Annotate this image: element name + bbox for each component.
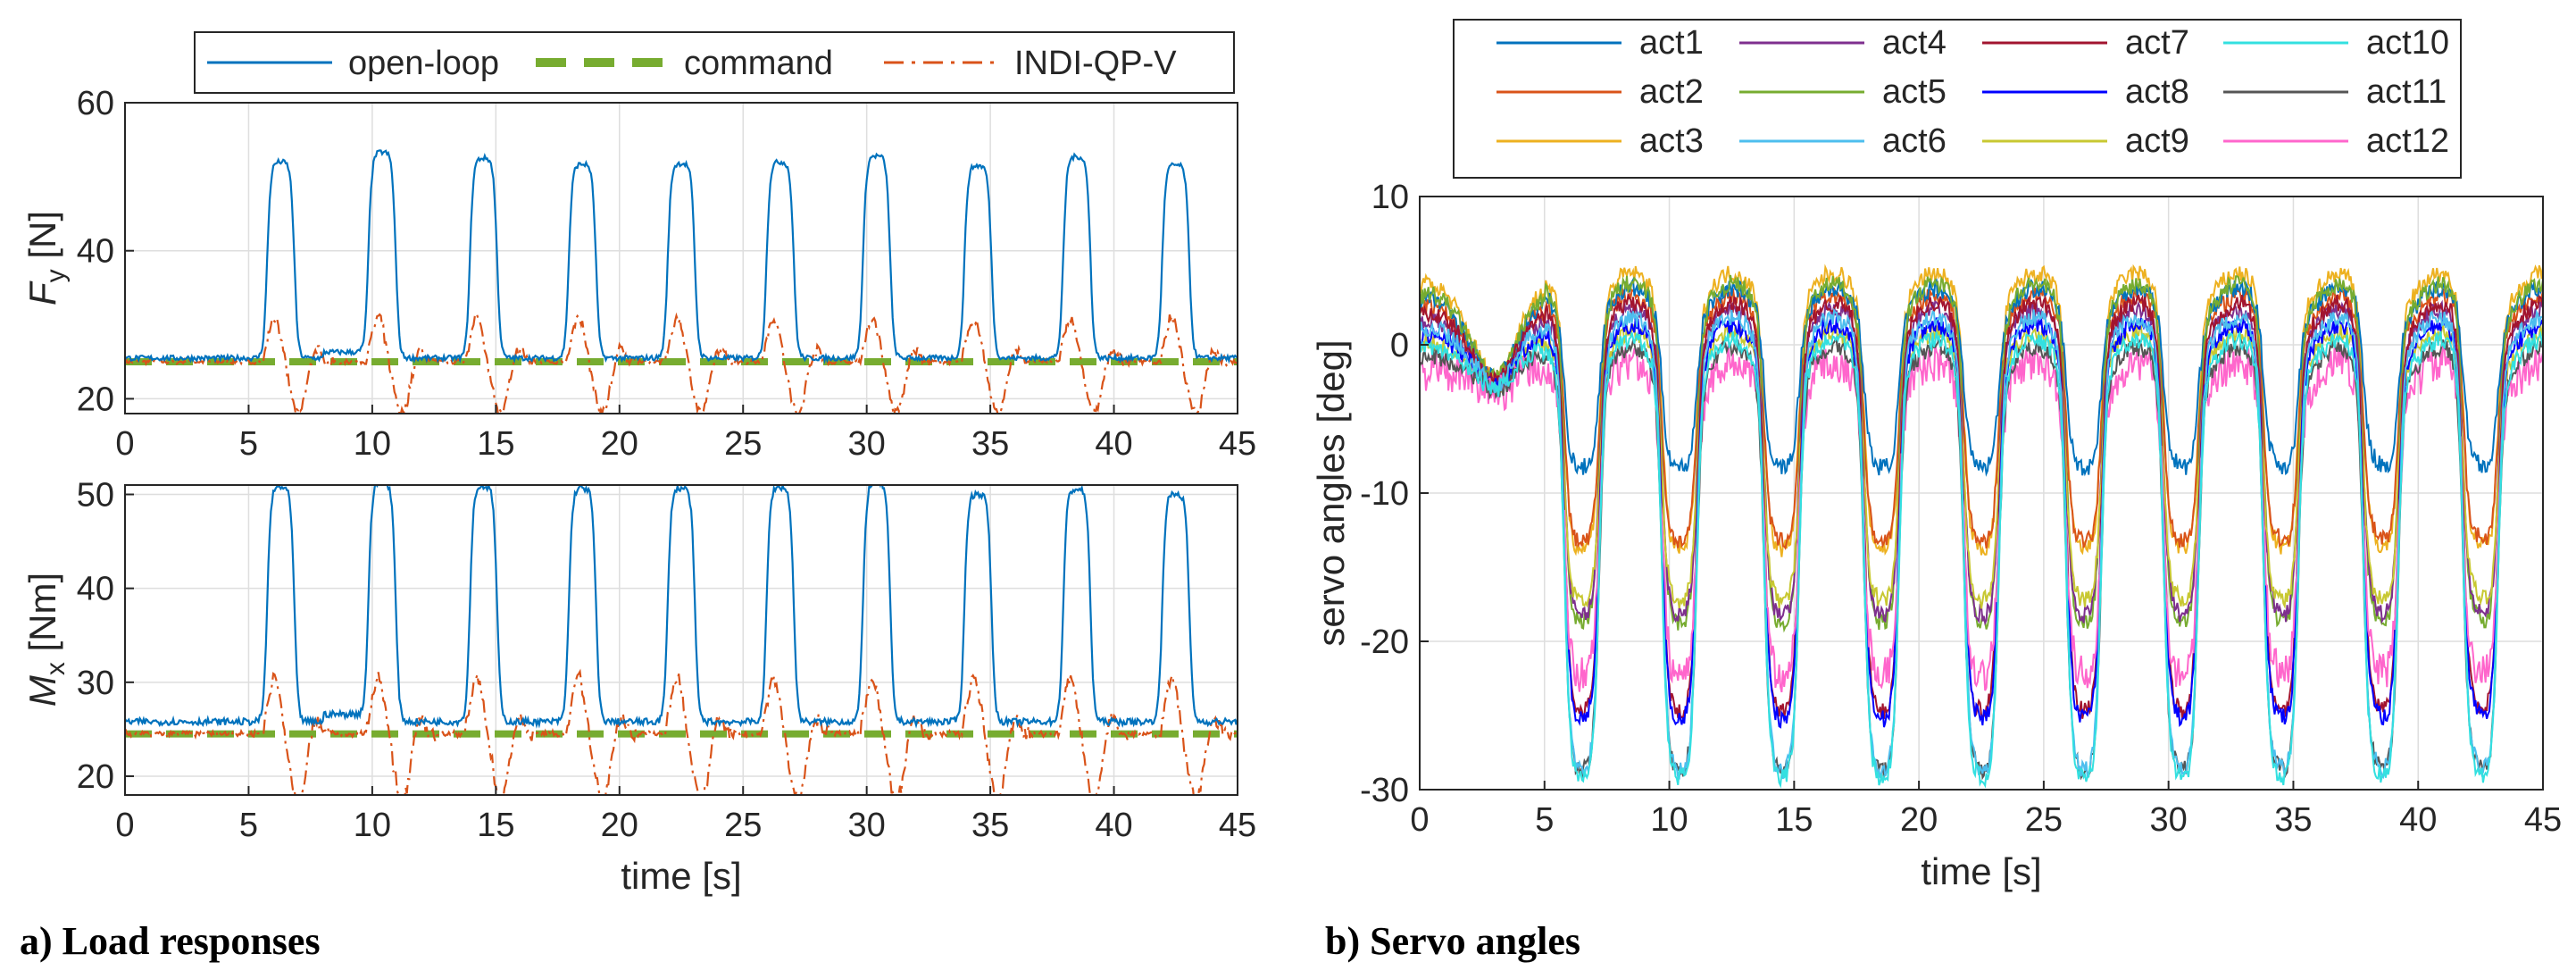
tick-label-x: 40 — [1095, 425, 1132, 463]
series-act1-line — [1420, 276, 2543, 477]
tick-label-y: 20 — [77, 381, 114, 418]
ylabel-a-bottom: Mx [Nm] — [21, 573, 71, 707]
tick-label-x: 35 — [2274, 801, 2312, 839]
legend-label-act5: act5 — [1882, 73, 1947, 111]
tick-label-y: 60 — [77, 85, 114, 122]
plot-b: 0 5 10 15 20 25 30 35 40 45 10 0 -10 -20 -30 servo ang… — [1310, 179, 2562, 892]
legend-label-act6: act6 — [1882, 122, 1947, 160]
caption-a: a) Load responses — [20, 919, 321, 963]
tick-label-x: 45 — [1219, 425, 1256, 463]
plot-a-top: 0 5 10 15 20 25 30 35 40 45 20 40 60 Fy [N] — [21, 85, 1256, 463]
axes-box-a-bottom — [124, 484, 1238, 796]
series-b — [1420, 264, 2543, 789]
series-act6-line — [1420, 307, 2543, 780]
tick-label-x: 15 — [477, 807, 514, 844]
tick-label-x: 0 — [115, 807, 134, 844]
series-act2-line — [1420, 284, 2543, 550]
legend-label-act10: act10 — [2366, 24, 2449, 62]
tick-label-x: 20 — [601, 807, 638, 844]
legend-label-act7: act7 — [2125, 24, 2189, 62]
series-act10-line — [1420, 330, 2543, 789]
tick-label-x: 0 — [115, 425, 134, 463]
tick-label-y: 0 — [1390, 327, 1409, 364]
tick-label-y: 40 — [77, 571, 114, 608]
ylabel-a-top: Fy [N] — [21, 211, 71, 305]
tick-label-y: -10 — [1360, 475, 1409, 513]
tick-label-x: 20 — [601, 425, 638, 463]
tick-label-y: 40 — [77, 233, 114, 271]
legend-b: act1 act4 act7 act10 act2 act5 act8 act11 act3 ac… — [1453, 19, 2462, 179]
ticks-a-bottom: 0 5 10 15 20 25 30 35 40 45 20 30 40 50 — [77, 477, 1256, 844]
tick-label-x: 15 — [477, 425, 514, 463]
tick-label-x: 35 — [971, 425, 1009, 463]
series-act12-line — [1420, 344, 2543, 693]
tick-label-x: 30 — [2150, 801, 2188, 839]
legend-label-act9: act9 — [2125, 122, 2189, 160]
series-open-loop-line — [125, 485, 1238, 729]
xlabel-a: time [s] — [621, 855, 741, 897]
series-a-top — [125, 149, 1238, 414]
tick-label-x: 25 — [724, 425, 762, 463]
tick-label-x: 15 — [1775, 801, 1813, 839]
series-act3-line — [1420, 264, 2543, 557]
tick-label-x: 30 — [848, 425, 886, 463]
legend-label-act8: act8 — [2125, 73, 2189, 111]
tick-label-x: 30 — [848, 807, 886, 844]
plot-a-bottom: 0 5 10 15 20 25 30 35 40 45 20 30 40 50 Mx [Nm] time … — [21, 477, 1256, 897]
tick-label-x: 5 — [1535, 801, 1554, 839]
series-indi-line — [125, 310, 1238, 414]
ylabel-b: servo angles [deg] — [1310, 339, 1352, 646]
tick-label-y: 50 — [77, 477, 114, 515]
tick-label-y: -20 — [1360, 623, 1409, 661]
legend-label-act1: act1 — [1639, 24, 1704, 62]
legend-label-act12: act12 — [2366, 122, 2449, 160]
tick-label-x: 10 — [1650, 801, 1688, 839]
series-act5-line — [1420, 274, 2543, 633]
legend-label-command: command — [684, 45, 833, 82]
tick-label-x: 25 — [724, 807, 762, 844]
grid-a-top — [124, 102, 1238, 414]
axes-box-a-top — [124, 102, 1238, 414]
tick-label-x: 35 — [971, 807, 1009, 844]
tick-label-y: 10 — [1371, 179, 1409, 216]
tick-label-x: 40 — [2399, 801, 2437, 839]
tick-label-x: 45 — [1219, 807, 1256, 844]
series-a-bottom — [125, 485, 1238, 795]
tick-label-x: 25 — [2025, 801, 2063, 839]
series-indi-line — [125, 668, 1238, 795]
tick-label-x: 40 — [1095, 807, 1132, 844]
tick-label-y: 20 — [77, 758, 114, 796]
legend-label-indi: INDI-QP-V — [1014, 45, 1177, 82]
tick-label-x: 10 — [354, 807, 391, 844]
series-open-loop-line — [125, 149, 1238, 364]
tick-label-x: 10 — [354, 425, 391, 463]
legend-label-open-loop: open-loop — [348, 45, 499, 82]
tick-label-y: -30 — [1360, 772, 1409, 809]
tick-label-y: 30 — [77, 665, 114, 702]
tick-label-x: 5 — [239, 807, 258, 844]
tick-label-x: 0 — [1410, 801, 1429, 839]
ticks-b: 0 5 10 15 20 25 30 35 40 45 10 0 -10 -20 -30 — [1360, 179, 2562, 839]
series-act7-line — [1420, 292, 2543, 721]
tick-label-x: 20 — [1900, 801, 1938, 839]
legend-label-act3: act3 — [1639, 122, 1704, 160]
tick-label-x: 45 — [2524, 801, 2562, 839]
legend-label-act11: act11 — [2366, 73, 2447, 111]
legend-label-act4: act4 — [1882, 24, 1947, 62]
legend-label-act2: act2 — [1639, 73, 1704, 111]
legend-a: open-loop command INDI-QP-V — [194, 31, 1235, 94]
ticks-a-top: 0 5 10 15 20 25 30 35 40 45 20 40 60 — [77, 85, 1256, 463]
xlabel-b: time [s] — [1921, 850, 2041, 892]
caption-b: b) Servo angles — [1325, 919, 1580, 963]
tick-label-x: 5 — [239, 425, 258, 463]
